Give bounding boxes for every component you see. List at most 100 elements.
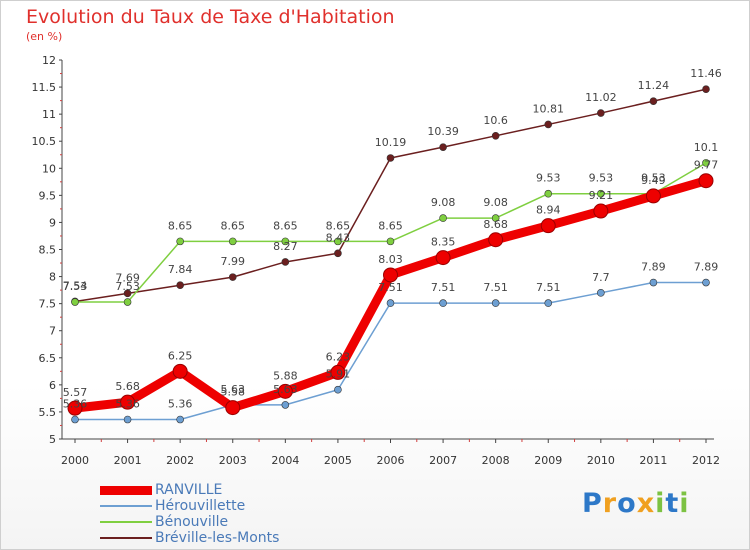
- data-label: 9.53: [536, 172, 561, 185]
- data-point: [120, 394, 136, 410]
- x-tick-label: 2007: [429, 454, 457, 467]
- proxiti-logo: Proxiti: [582, 488, 690, 519]
- data-label: 7.51: [431, 281, 456, 294]
- data-point: [439, 299, 447, 307]
- x-tick-label: 2011: [639, 454, 667, 467]
- data-label: 7.69: [115, 271, 140, 284]
- logo-letter: t: [665, 488, 680, 519]
- data-point: [544, 120, 553, 129]
- data-point: [172, 363, 188, 379]
- data-label: 8.65: [221, 219, 246, 232]
- data-point: [386, 237, 395, 246]
- data-point: [334, 249, 342, 258]
- y-tick-label: 5: [49, 433, 56, 446]
- data-label: 5.36: [168, 398, 193, 411]
- x-tick-label: 2009: [534, 454, 562, 467]
- data-label: 8.94: [536, 204, 561, 217]
- data-point: [439, 143, 447, 151]
- legend-swatch: [100, 505, 152, 507]
- legend-swatch: [100, 537, 152, 539]
- series-lines: [67, 85, 714, 424]
- data-point: [702, 278, 710, 287]
- axes: 5 5.5 6 6.5 7 7.5 8 8.5 9 9.5 10 10.5 11 11.5 12 2000 20…: [32, 54, 721, 467]
- x-tick-label: 2001: [114, 454, 142, 467]
- data-point: [176, 237, 184, 246]
- data-label: 8.65: [378, 219, 403, 232]
- data-point: [176, 415, 184, 424]
- x-tick-label: 2005: [324, 454, 352, 467]
- legend-swatch: [100, 521, 152, 523]
- data-point: [123, 415, 132, 424]
- data-label: 7.51: [378, 281, 403, 294]
- y-tick-label: 10: [42, 162, 56, 175]
- data-point: [228, 237, 237, 246]
- logo-letter: x: [636, 488, 656, 519]
- legend-label: Bréville-les-Monts: [155, 530, 280, 546]
- data-label: 5.36: [115, 398, 140, 411]
- y-tick-label: 12: [42, 54, 56, 67]
- x-tick-label: 2003: [219, 454, 247, 467]
- data-label: 11.46: [690, 67, 722, 80]
- y-tick-label: 6.5: [39, 352, 57, 365]
- x-tick-label: 2008: [482, 454, 510, 467]
- data-point: [334, 237, 342, 246]
- data-label: 10.1: [694, 141, 719, 154]
- legend-swatch: [100, 485, 152, 495]
- data-label: 7.53: [63, 280, 88, 293]
- x-tick-label: 2006: [377, 454, 405, 467]
- data-point: [593, 203, 609, 219]
- data-label: 9.08: [483, 196, 508, 209]
- data-label: 7.53: [115, 280, 140, 293]
- data-point: [334, 385, 342, 394]
- data-point: [439, 214, 447, 222]
- data-labels: 7.54 7.69 7.84 7.99 8.27 8.43 10.19 10.39 10.6 10…: [63, 67, 722, 410]
- data-point: [698, 173, 714, 189]
- series-line-3: [70, 176, 711, 413]
- data-label: 9.08: [431, 196, 456, 209]
- data-label: 8.68: [483, 218, 508, 231]
- data-point: [649, 97, 658, 105]
- x-tick-label: 2000: [61, 454, 89, 467]
- data-label: 11.02: [585, 91, 617, 104]
- data-label: 8.03: [378, 253, 403, 266]
- y-tick-label: 11: [42, 108, 56, 121]
- data-point: [330, 364, 346, 380]
- logo-letter: i: [655, 488, 666, 519]
- data-label: 5.36: [63, 398, 88, 411]
- data-label: 8.65: [273, 219, 298, 232]
- data-point: [488, 232, 504, 248]
- data-label: 8.27: [273, 240, 298, 253]
- y-tick-label: 9.5: [39, 189, 57, 202]
- data-point: [71, 298, 79, 306]
- y-tick-label: 9: [49, 216, 56, 229]
- data-label: 5.91: [326, 368, 351, 381]
- data-point: [386, 154, 395, 162]
- data-point: [491, 132, 500, 140]
- data-label: 5.68: [115, 380, 140, 393]
- data-point: [645, 188, 661, 204]
- data-point: [649, 278, 658, 287]
- y-tick-label: 5.5: [39, 406, 57, 419]
- data-point: [544, 299, 553, 307]
- x-tick-label: 2012: [692, 454, 720, 467]
- data-label: 5.63: [273, 383, 298, 396]
- data-label: 6.23: [326, 350, 351, 363]
- data-label: 7.51: [536, 281, 561, 294]
- data-point: [176, 281, 184, 290]
- data-label: 6.25: [168, 349, 193, 362]
- logo-letter: o: [617, 488, 637, 519]
- legend-label: RANVILLE: [155, 482, 223, 498]
- data-label: 10.81: [533, 102, 565, 115]
- y-tick-label: 11.5: [32, 81, 57, 94]
- data-label: 7.84: [168, 263, 193, 276]
- data-point: [123, 298, 132, 306]
- data-label: 5.57: [63, 386, 88, 399]
- logo-letter: i: [679, 488, 690, 519]
- data-point: [228, 273, 237, 281]
- data-point: [702, 159, 710, 167]
- data-point: [702, 85, 710, 94]
- data-point: [123, 289, 132, 298]
- data-point: [544, 189, 553, 198]
- x-tick-label: 2004: [271, 454, 299, 467]
